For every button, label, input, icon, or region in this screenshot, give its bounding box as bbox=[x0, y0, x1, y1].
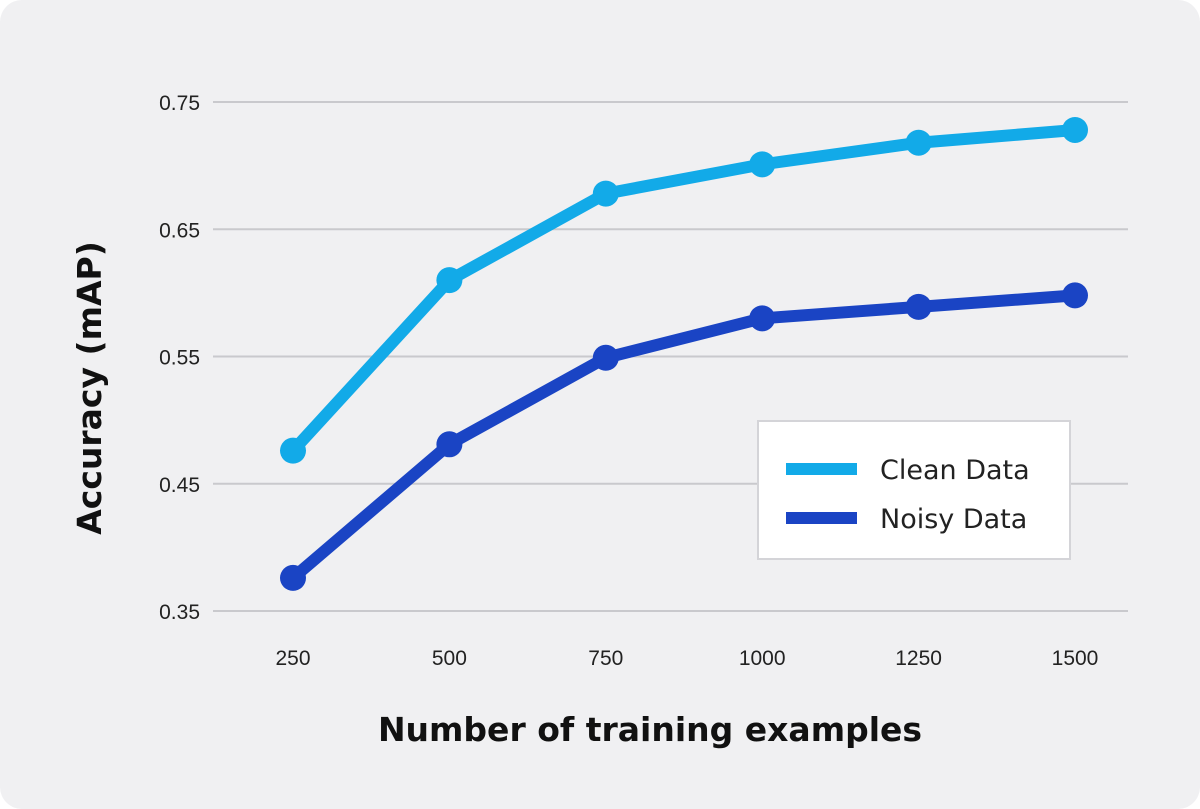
data-point bbox=[905, 293, 932, 320]
x-tick-label: 250 bbox=[275, 647, 310, 670]
x-tick-label: 500 bbox=[432, 647, 467, 670]
y-axis-title: Accuracy (mAP) bbox=[70, 241, 109, 535]
series-lines bbox=[287, 123, 1081, 584]
data-point bbox=[749, 305, 776, 332]
legend-box bbox=[757, 420, 1071, 560]
data-point bbox=[905, 129, 932, 156]
legend-label-noisy-data: Noisy Data bbox=[880, 504, 1027, 535]
legend: Clean Data Noisy Data bbox=[757, 420, 1071, 560]
x-tick-label: 1250 bbox=[895, 647, 942, 670]
series-points bbox=[280, 116, 1088, 591]
y-axis-ticks: 0.75 0.65 0.55 0.45 0.35 bbox=[159, 92, 200, 624]
legend-label-clean-data: Clean Data bbox=[880, 455, 1030, 486]
y-tick-label: 0.55 bbox=[159, 347, 200, 370]
y-tick-label: 0.35 bbox=[159, 601, 200, 624]
y-tick-label: 0.45 bbox=[159, 474, 200, 497]
y-tick-label: 0.75 bbox=[159, 92, 200, 115]
x-tick-label: 750 bbox=[588, 647, 623, 670]
data-point bbox=[280, 437, 306, 464]
data-point bbox=[592, 180, 619, 207]
data-point bbox=[749, 151, 776, 178]
data-point bbox=[280, 564, 306, 591]
x-axis-ticks: 250 500 750 1000 1250 1500 bbox=[275, 647, 1098, 670]
data-point bbox=[1062, 282, 1088, 309]
series-line bbox=[287, 289, 1081, 584]
x-tick-label: 1500 bbox=[1052, 647, 1099, 670]
data-point bbox=[436, 267, 463, 294]
x-tick-label: 1000 bbox=[739, 647, 786, 670]
data-point bbox=[436, 431, 463, 458]
x-axis-title: Number of training examples bbox=[378, 710, 922, 749]
y-tick-label: 0.65 bbox=[159, 219, 200, 242]
series-line bbox=[287, 123, 1081, 457]
data-point bbox=[592, 344, 619, 371]
data-point bbox=[1062, 116, 1088, 143]
